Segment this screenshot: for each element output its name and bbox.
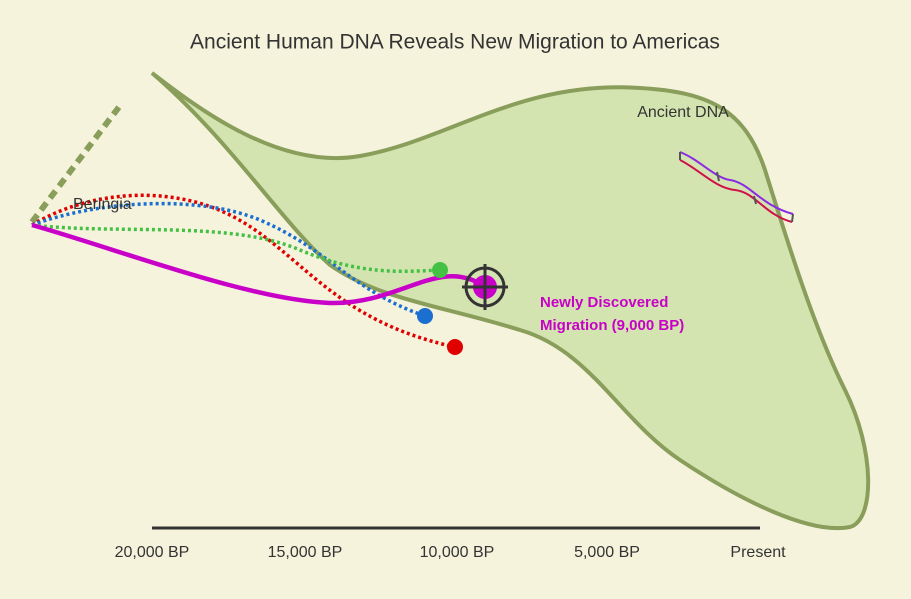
timeline-label: 5,000 BP [574,544,640,561]
timeline-label: Present [730,544,786,561]
target-marker [462,264,508,310]
landmass [150,71,871,531]
red-endpoint [447,339,463,355]
beringia-label: Beringia [73,196,132,213]
annotation-line: Newly Discovered [540,294,668,311]
timeline-label: 15,000 BP [268,544,343,561]
blue-endpoint [417,308,433,324]
timeline-label: 20,000 BP [115,544,190,561]
new-route [31,222,487,306]
land-bridge-route [29,101,125,224]
timeline-label: 10,000 BP [420,544,495,561]
red-route [31,193,456,349]
ancient-dna-label: Ancient DNA [637,104,729,121]
green-endpoint [432,262,448,278]
dna-icon [679,151,794,223]
annotation-line: Migration (9,000 BP) [540,317,684,334]
title: Ancient Human DNA Reveals New Migration … [190,31,720,54]
